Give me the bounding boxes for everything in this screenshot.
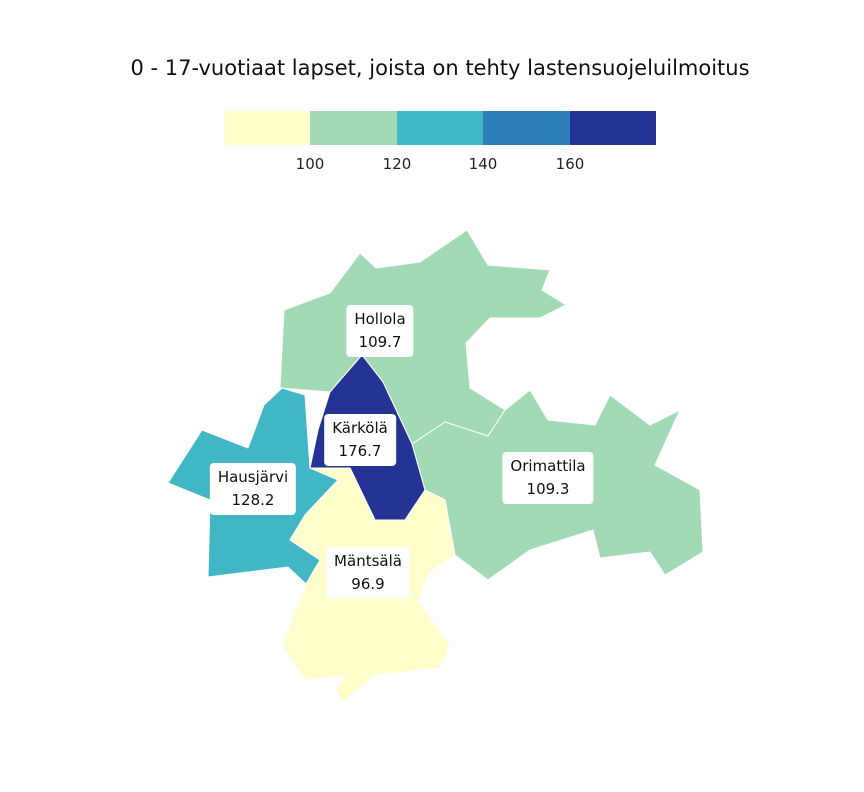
color-legend: [224, 111, 657, 145]
label-mantsala: Mäntsälä 96.9: [326, 547, 410, 599]
legend-tick-160: 160: [555, 155, 585, 173]
region-value: 128.2: [231, 491, 275, 509]
region-name: Hollola: [354, 310, 406, 328]
legend-swatch-2: [310, 111, 397, 145]
region-value: 109.7: [358, 333, 402, 351]
legend-tick-100: 100: [295, 155, 325, 173]
region-value: 96.9: [351, 575, 385, 593]
map-title: 0 - 17-vuotiaat lapset, joista on tehty …: [130, 56, 750, 80]
legend-tick-120: 120: [382, 155, 412, 173]
region-value: 176.7: [338, 442, 382, 460]
label-karkola: Kärkölä 176.7: [324, 414, 396, 466]
label-orimattila: Orimattila 109.3: [502, 452, 594, 504]
region-name: Mäntsälä: [334, 552, 402, 570]
legend-swatch-1: [224, 111, 311, 145]
legend-swatch-4: [483, 111, 570, 145]
region-name: Hausjärvi: [217, 468, 289, 486]
label-hausjarvi: Hausjärvi 128.2: [209, 463, 297, 515]
legend-tick-140: 140: [468, 155, 498, 173]
legend-swatch-5: [569, 111, 657, 145]
region-name: Kärkölä: [332, 419, 388, 437]
region-name: Orimattila: [510, 457, 586, 475]
region-value: 109.3: [526, 480, 570, 498]
legend-swatch-3: [396, 111, 484, 145]
label-hollola: Hollola 109.7: [346, 305, 414, 357]
legend-ticks: 100 120 140 160: [224, 155, 656, 175]
